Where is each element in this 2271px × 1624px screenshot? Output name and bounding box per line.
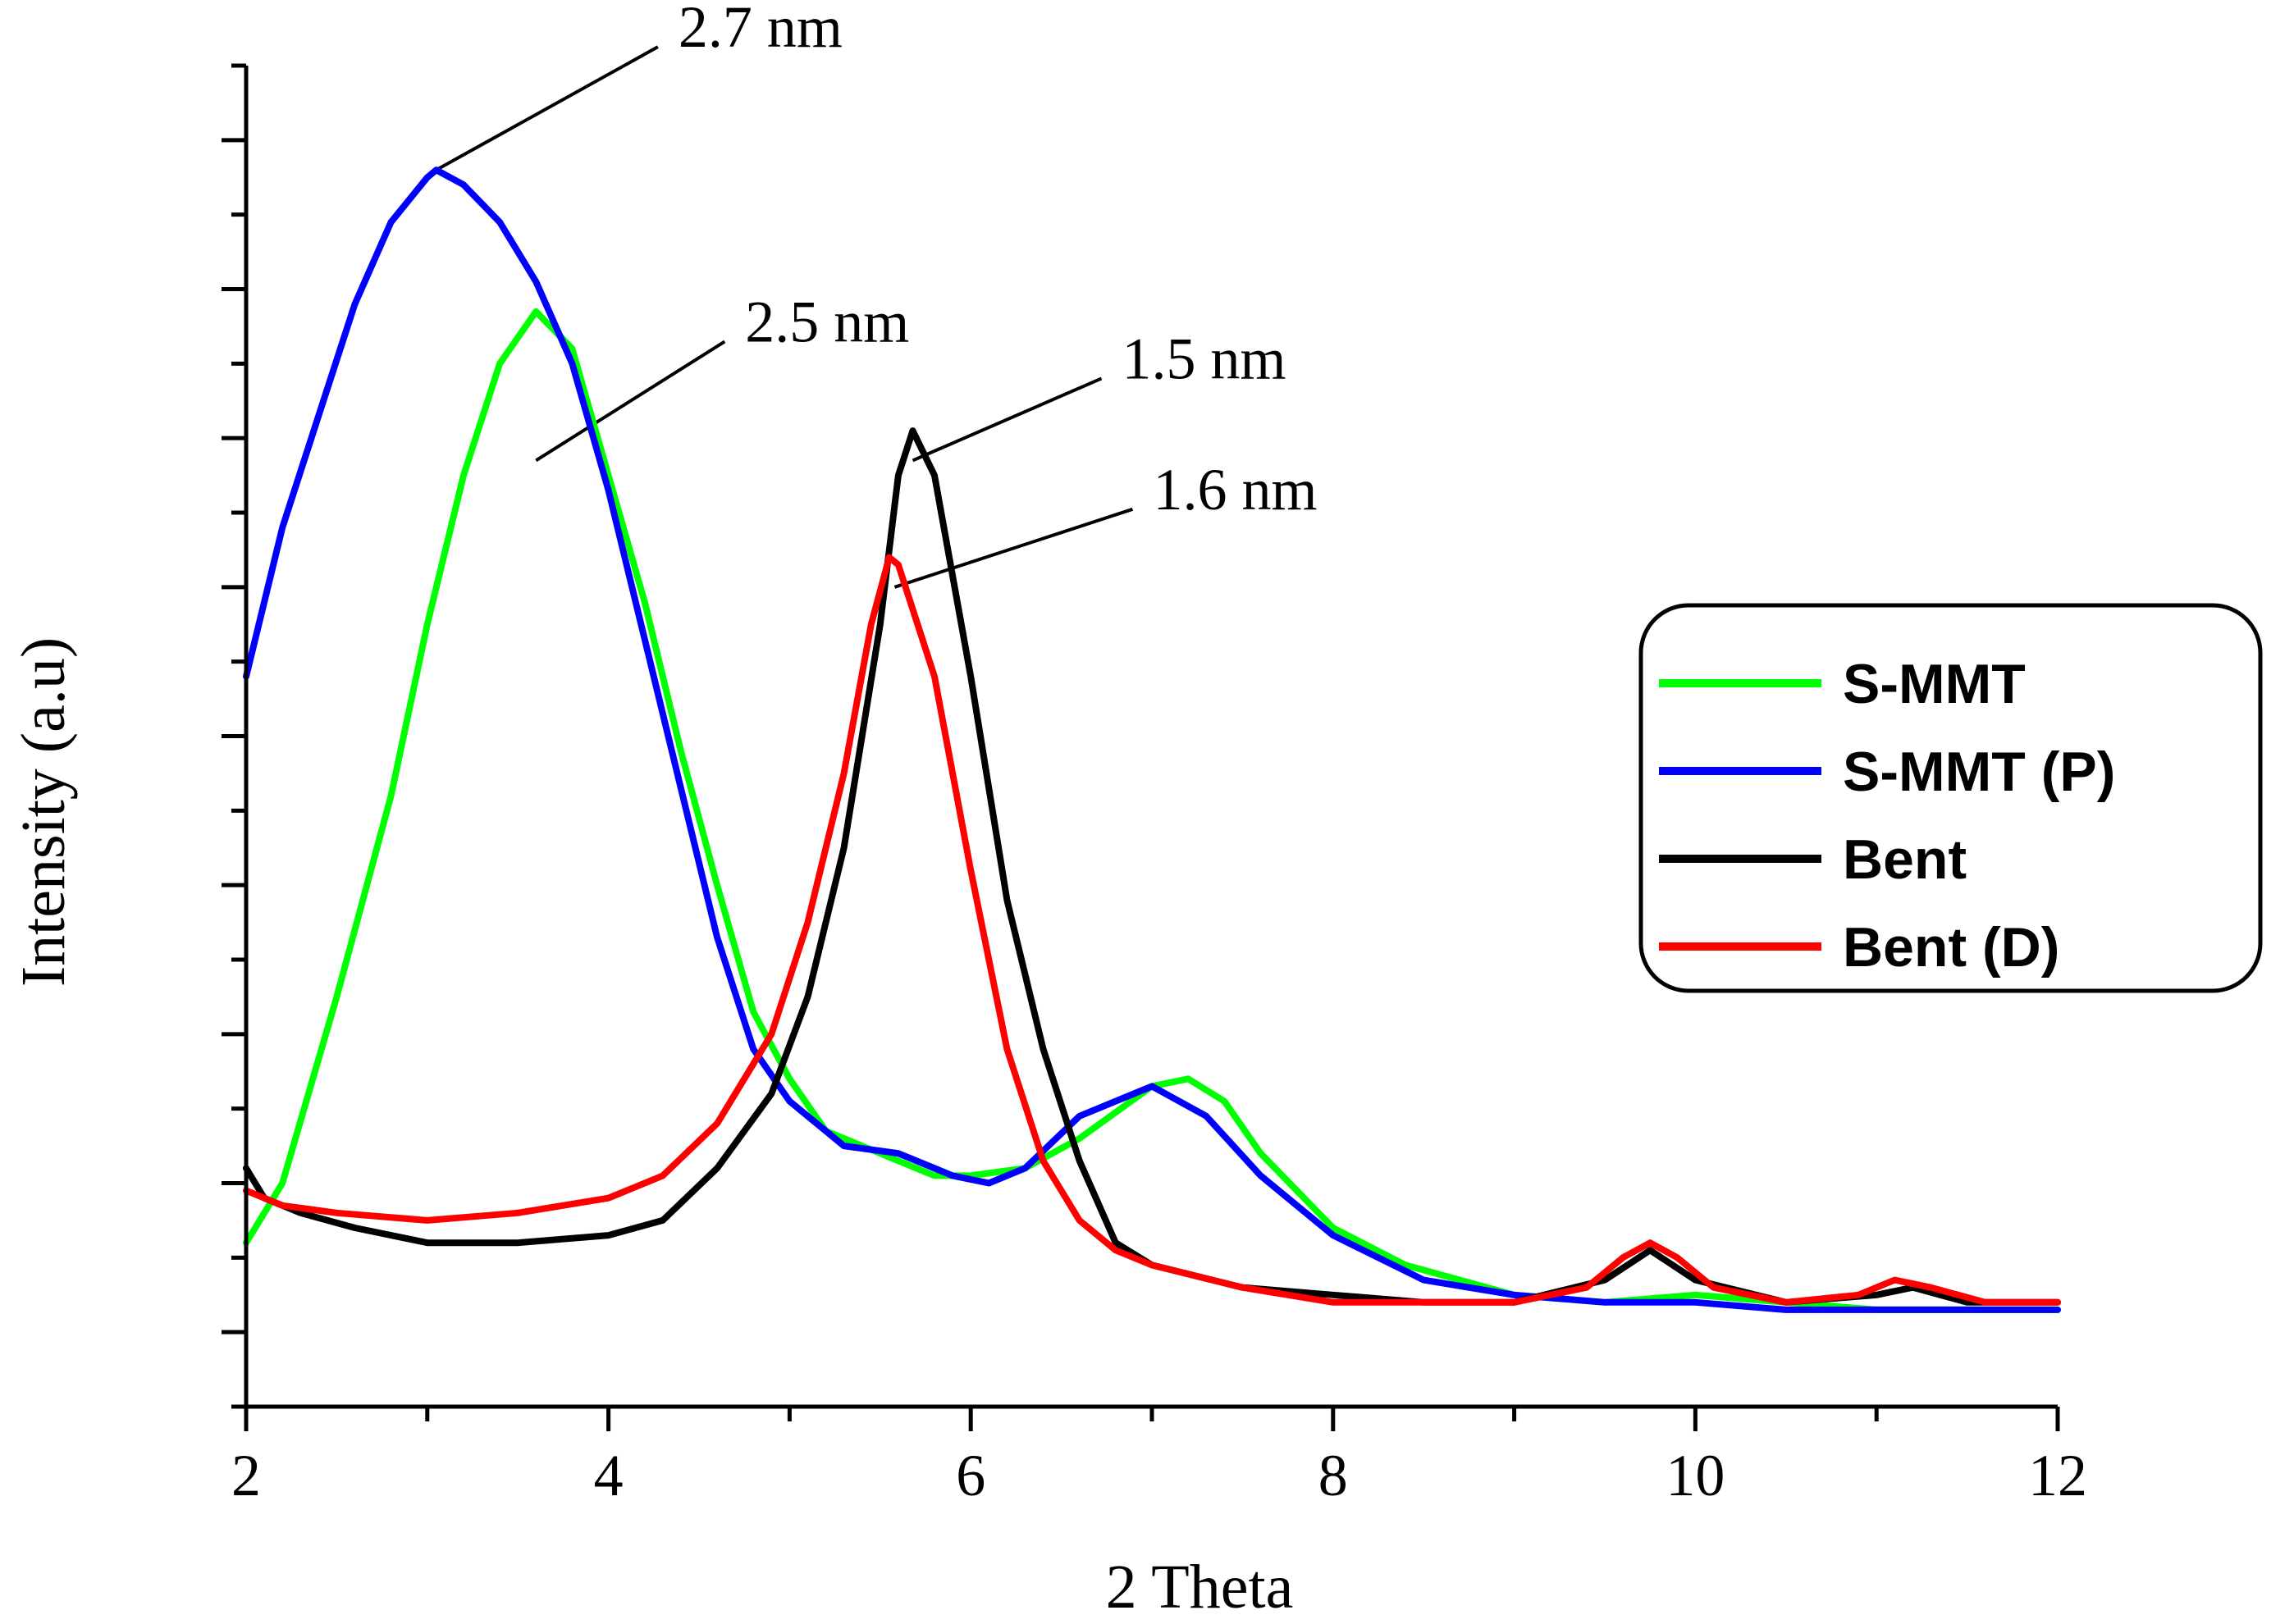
legend-label: S-MMT (P) bbox=[1843, 741, 2115, 803]
series-line-s-mmt-p bbox=[243, 167, 2061, 1313]
annotation-leader-line bbox=[435, 45, 659, 171]
legend-label: Bent bbox=[1843, 828, 1967, 891]
x-tick-label: 12 bbox=[2028, 1443, 2087, 1508]
series-line-bent-d bbox=[243, 554, 2061, 1306]
y-axis-title: Intensity (a.u) bbox=[9, 637, 78, 987]
x-tick-label: 10 bbox=[1666, 1443, 1725, 1508]
y-ticks bbox=[222, 63, 246, 1409]
x-axis-title: 2 Theta bbox=[1106, 1553, 1294, 1622]
annotation-label: 1.6 nm bbox=[1153, 457, 1317, 522]
annotation-leader-line bbox=[893, 507, 1134, 589]
annotation-label: 2.7 nm bbox=[679, 0, 843, 60]
x-tick-label: 8 bbox=[1318, 1443, 1348, 1508]
x-tick-label: 2 bbox=[231, 1443, 261, 1508]
annotations: 2.7 nm 2.5 nm 1.5 nm 1.6 nm bbox=[435, 0, 1317, 589]
legend: S-MMT S-MMT (P) Bent Bent (D) bbox=[1638, 603, 2263, 993]
legend-label: S-MMT bbox=[1843, 653, 2026, 715]
series-line-bent bbox=[243, 427, 2061, 1306]
annotation-leader-line bbox=[535, 340, 726, 463]
x-ticks: 2 4 6 8 10 12 bbox=[231, 1407, 2087, 1508]
annotation-label: 1.5 nm bbox=[1122, 326, 1286, 391]
x-tick-label: 4 bbox=[594, 1443, 624, 1508]
legend-label: Bent (D) bbox=[1843, 916, 2059, 979]
annotation-label: 2.5 nm bbox=[745, 289, 909, 354]
legend-box bbox=[1638, 603, 2263, 993]
x-tick-label: 6 bbox=[956, 1443, 985, 1508]
series-lines bbox=[243, 167, 2061, 1313]
annotation-leader-line bbox=[912, 376, 1103, 463]
